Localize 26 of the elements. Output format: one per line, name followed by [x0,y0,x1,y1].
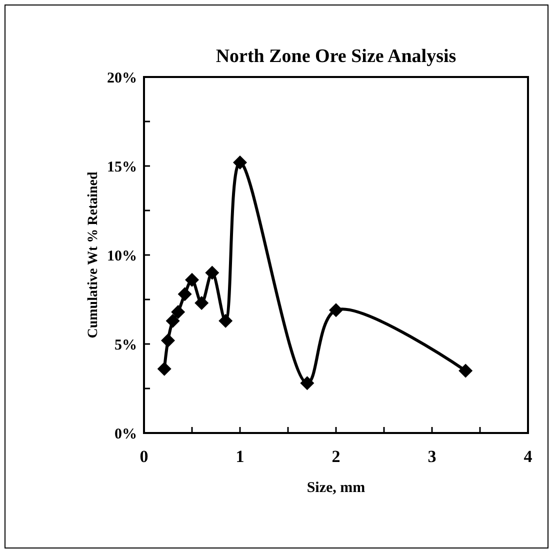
y-tick-label: 15% [107,159,137,176]
x-tick-label: 3 [428,447,436,466]
point [157,362,172,376]
point [218,314,233,328]
point [458,364,473,378]
point [178,287,192,302]
point [233,155,247,170]
point [171,304,186,319]
x-tick-label: 1 [236,447,244,466]
point [166,314,180,328]
x-tick-label: 0 [140,447,148,466]
x-tick-label: 4 [524,447,533,466]
y-tick-label: 0% [114,426,137,442]
point [194,296,209,310]
y-axis-title: Cumulative Wt % Retained [86,172,101,338]
point [329,303,343,318]
y-tick-label: 10% [107,248,137,264]
point [185,272,199,287]
point [300,376,314,390]
x-axis-title: Size, mm [306,480,366,496]
chart-title: North Zone Ore Size Analysis [216,46,456,67]
x-tick-label: 2 [332,447,340,466]
y-tick-label: 20% [107,70,137,86]
point [205,266,220,280]
y-tick-label: 5% [114,337,137,354]
point [161,333,175,348]
